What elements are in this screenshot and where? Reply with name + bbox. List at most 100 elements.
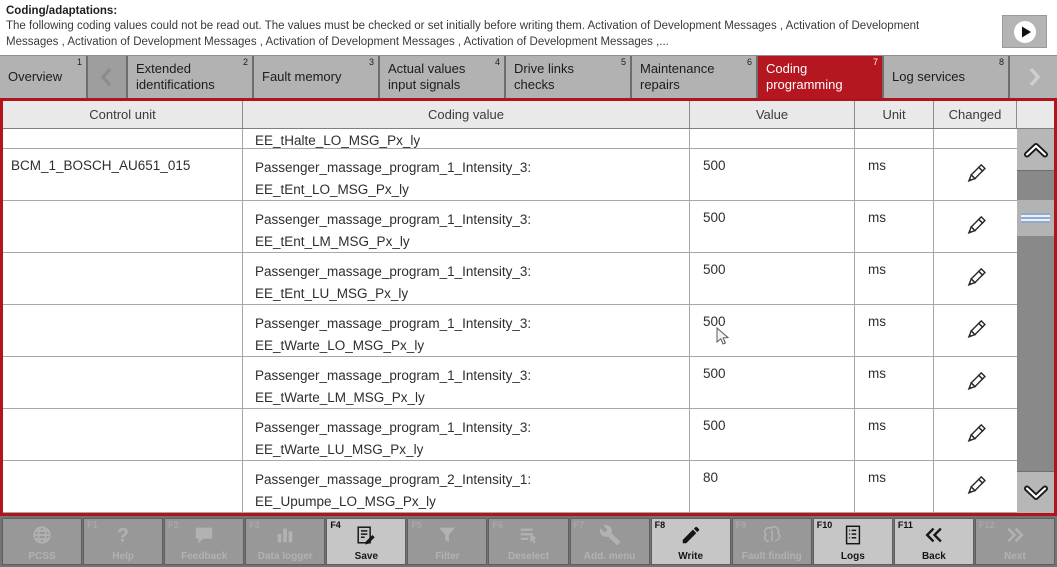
- value-cell: 500: [690, 409, 855, 460]
- coding-value-line2: EE_tWarte_LU_MSG_Px_ly: [255, 442, 424, 457]
- toolbar-button-icon: [518, 524, 540, 546]
- warning-message: The following coding values could not be…: [6, 20, 920, 48]
- coding-value-line1: Passenger_massage_program_1_Intensity_3:: [255, 316, 532, 331]
- coding-adaptations-header: Coding/adaptations: The following coding…: [0, 0, 1057, 55]
- toolbar-button[interactable]: F5 Filter: [407, 518, 488, 565]
- tab-number: 3: [368, 57, 374, 67]
- toolbar-button[interactable]: F11 Back: [893, 518, 974, 565]
- edit-pencil-icon: [967, 163, 986, 182]
- tab-number: 5: [620, 57, 626, 67]
- coding-value-cell: Passenger_massage_program_1_Intensity_3:…: [243, 305, 690, 356]
- coding-value-line1: Passenger_massage_program_1_Intensity_3:: [255, 420, 532, 435]
- unit-cell: ms: [855, 461, 934, 512]
- scrollbar-thumb[interactable]: [1017, 200, 1054, 236]
- changed-cell[interactable]: [934, 253, 1017, 304]
- tab[interactable]: Extended identifications 2: [128, 56, 252, 98]
- scroll-up-button[interactable]: [1017, 129, 1054, 171]
- unit-cell: ms: [855, 149, 934, 200]
- toolbar-button-icon: [355, 524, 377, 546]
- table-row[interactable]: BCM_1_BOSCH_AU651_015 Passenger_massage_…: [3, 149, 1017, 201]
- chevron-right-icon: [1029, 67, 1040, 87]
- toolbar-button-icon: [1004, 524, 1026, 546]
- toolbar-button-label: Back: [921, 551, 946, 562]
- play-button[interactable]: [1002, 15, 1047, 48]
- unit-cell: ms: [855, 357, 934, 408]
- changed-cell[interactable]: [934, 129, 1017, 148]
- tab[interactable]: Log services 8: [884, 56, 1008, 98]
- tab[interactable]: Drive links checks 5: [506, 56, 630, 98]
- toolbar-button-label: PCSS: [28, 551, 56, 562]
- value-cell: 500: [690, 201, 855, 252]
- toolbar-button-icon: [680, 524, 702, 546]
- table-row[interactable]: Passenger_massage_program_1_Intensity_3:…: [3, 357, 1017, 409]
- toolbar-button[interactable]: F8 Write: [650, 518, 731, 565]
- changed-cell[interactable]: [934, 305, 1017, 356]
- toolbar-button[interactable]: F12 Next: [974, 518, 1056, 565]
- changed-cell[interactable]: [934, 201, 1017, 252]
- chevron-left-icon: [100, 67, 112, 87]
- toolbar-button-label: Logs: [840, 551, 865, 562]
- changed-cell[interactable]: [934, 357, 1017, 408]
- toolbar-button-icon: [31, 524, 53, 546]
- table-row[interactable]: Passenger_massage_program_1_Intensity_3:…: [3, 253, 1017, 305]
- toolbar-button[interactable]: F9 Fault finding: [731, 518, 812, 565]
- column-header-coding-value: Coding value: [243, 101, 690, 128]
- edit-pencil-icon: [967, 319, 986, 338]
- fkey-label: F10: [816, 520, 833, 530]
- column-header-changed: Changed: [934, 101, 1017, 128]
- toolbar-button-label: Write: [678, 551, 704, 562]
- control-unit-cell: [3, 129, 243, 148]
- changed-cell[interactable]: [934, 409, 1017, 460]
- toolbar-button[interactable]: F10 Logs: [812, 518, 893, 565]
- unit-cell: ms: [855, 409, 934, 460]
- table-row[interactable]: Passenger_massage_program_1_Intensity_3:…: [3, 201, 1017, 253]
- toolbar-button[interactable]: F7 Add. menu: [569, 518, 650, 565]
- toolbar-button[interactable]: F2 Feedback: [164, 518, 245, 565]
- edit-pencil-icon: [967, 423, 986, 442]
- tab[interactable]: Maintenance repairs 6: [632, 56, 756, 98]
- toolbar-button-label: Deselect: [507, 551, 550, 562]
- table-row[interactable]: Passenger_massage_program_2_Intensity_1:…: [3, 461, 1017, 513]
- toolbar-button-label: Filter: [435, 551, 460, 562]
- fkey-label: F9: [735, 520, 747, 530]
- control-unit-cell: [3, 253, 243, 304]
- control-unit-cell: [3, 305, 243, 356]
- page-title: Coding/adaptations:: [6, 5, 118, 17]
- changed-cell[interactable]: [934, 461, 1017, 512]
- toolbar-button-icon: [193, 524, 215, 546]
- value-cell: 500: [690, 149, 855, 200]
- toolbar-button[interactable]: PCSS: [2, 518, 83, 565]
- tab-overview[interactable]: Overview 1: [0, 56, 86, 98]
- tab-number: 2: [242, 57, 248, 67]
- tab-label: Drive links checks: [514, 60, 574, 92]
- table-row[interactable]: Passenger_massage_program_1_Intensity_3:…: [3, 409, 1017, 461]
- fkey-label: F1: [87, 520, 98, 530]
- toolbar-button[interactable]: F1 Help: [83, 518, 164, 565]
- toolbar-button[interactable]: F6 Deselect: [488, 518, 569, 565]
- tab-number: 8: [998, 57, 1004, 67]
- toolbar-button-label: Save: [354, 551, 379, 562]
- tab[interactable]: Actual values input signals 4: [380, 56, 504, 98]
- table-row[interactable]: Passenger_massage_program_1_Intensity_3:…: [3, 305, 1017, 357]
- tab-label: Maintenance repairs: [640, 60, 715, 92]
- scroll-up-icon: [1023, 142, 1048, 157]
- toolbar-button-label: Help: [112, 551, 134, 562]
- tab-number: 7: [872, 57, 878, 67]
- vertical-scrollbar[interactable]: [1017, 129, 1054, 513]
- unit-cell: [855, 129, 934, 148]
- toolbar-button[interactable]: F4 Save: [326, 518, 407, 565]
- scroll-down-button[interactable]: [1017, 471, 1054, 513]
- toolbar-button[interactable]: F3 Data logger: [245, 518, 326, 565]
- table-row-partial[interactable]: EE_tHalte_LO_MSG_Px_ly: [3, 129, 1017, 149]
- changed-cell[interactable]: [934, 149, 1017, 200]
- tab[interactable]: Coding programming 7: [758, 56, 882, 98]
- tab[interactable]: Fault memory 3: [254, 56, 378, 98]
- unit-cell: ms: [855, 305, 934, 356]
- coding-value-line1: Passenger_massage_program_2_Intensity_1:: [255, 472, 532, 487]
- coding-value-cell: EE_tHalte_LO_MSG_Px_ly: [243, 129, 690, 148]
- coding-value-line2: EE_Upumpe_LO_MSG_Px_ly: [255, 494, 436, 509]
- tab-scroll-left-button[interactable]: [88, 56, 126, 98]
- toolbar-button-label: Next: [1004, 551, 1026, 562]
- tab-label: Coding programming: [766, 60, 843, 92]
- tab-scroll-right-button[interactable]: [1010, 56, 1057, 98]
